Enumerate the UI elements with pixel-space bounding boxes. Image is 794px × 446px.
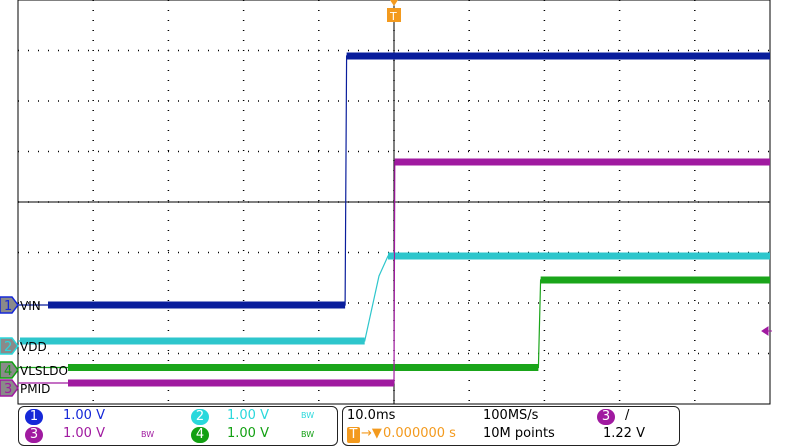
trigger-source-badge[interactable]: 3	[597, 409, 615, 425]
record-length: 10M points	[483, 426, 555, 441]
ch1-scale: 1.00 V	[63, 408, 105, 423]
ch2-ground-marker	[0, 337, 19, 355]
trigger-icon: T	[347, 427, 360, 443]
ch2-scale: 1.00 V	[227, 408, 269, 423]
trigger-position[interactable]: 0.000000 s	[383, 426, 456, 441]
trigger-top-arrow	[390, 0, 398, 6]
ch1-trace-label: VIN	[20, 299, 41, 313]
ch3-bw: BW	[141, 430, 155, 439]
ch3-marker-label: 3	[4, 382, 12, 397]
ch2-trace-label: VDD	[20, 340, 47, 354]
trigger-arrow-icon: →▼	[361, 426, 382, 441]
ch3-scale: 1.00 V	[63, 426, 105, 441]
ch1-marker-label: 1	[4, 299, 12, 314]
ch1-ground-marker	[0, 296, 19, 314]
ch4-ground-marker	[0, 361, 19, 379]
ch3-ground-marker	[0, 379, 19, 397]
ch4-badge[interactable]: 4	[191, 427, 209, 443]
trigger-level: 1.22 V	[603, 426, 645, 441]
trigger-level-marker	[761, 326, 772, 336]
trigger-position-letter: T	[389, 10, 397, 23]
time-scale[interactable]: 10.0ms	[347, 408, 396, 423]
ch1-badge[interactable]: 1	[25, 409, 43, 425]
sample-rate: 100MS/s	[483, 408, 539, 423]
trigger-position-marker	[387, 8, 401, 22]
timebase-panel: 10.0ms 100MS/s 3 / T →▼ 0.000000 s 10M p…	[342, 406, 680, 446]
ch4-marker-label: 4	[4, 364, 12, 379]
ch4-trace-label: VLSLDO	[20, 364, 68, 378]
ch4-bw: BW	[301, 430, 315, 439]
ch2-marker-label: 2	[4, 340, 12, 355]
ch3-badge[interactable]: 3	[25, 427, 43, 443]
ch4-scale: 1.00 V	[227, 426, 269, 441]
channel-panel: 1 1.00 V 2 1.00 V BW 3 1.00 V BW 4 1.00 …	[18, 406, 338, 446]
ch3-trace-label: PMID	[20, 382, 50, 396]
trigger-slope-icon: /	[625, 408, 630, 423]
ch2-badge[interactable]: 2	[191, 409, 209, 425]
ch2-bw: BW	[301, 411, 315, 420]
